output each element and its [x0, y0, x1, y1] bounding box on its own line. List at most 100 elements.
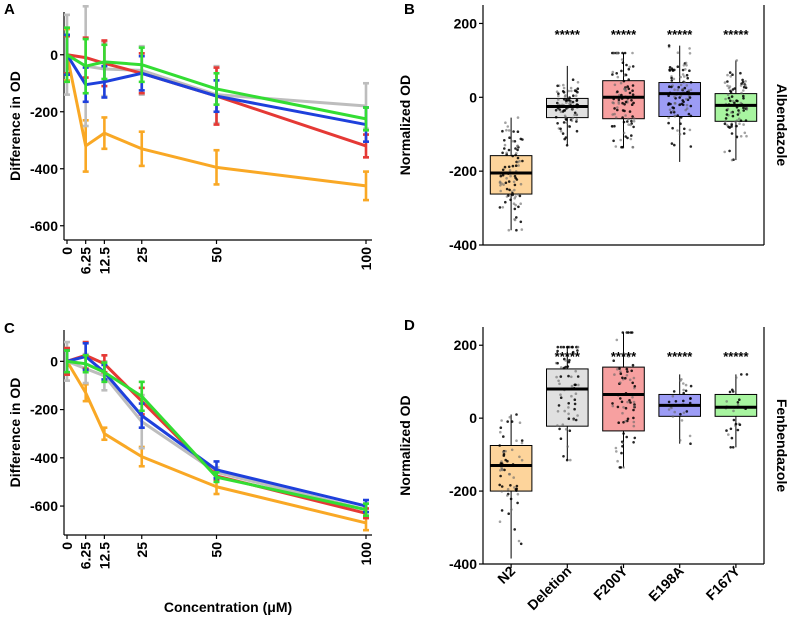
- data-point: [499, 174, 503, 178]
- data-point: [668, 66, 672, 69]
- data-point: [616, 405, 620, 409]
- data-point: [556, 122, 559, 125]
- data-point: [507, 180, 511, 183]
- data-point: [512, 476, 515, 479]
- data-point: [520, 441, 524, 445]
- data-point: [688, 69, 691, 72]
- data-point: [556, 361, 559, 365]
- y-tick-label: 0: [469, 410, 477, 426]
- data-point: [503, 139, 506, 142]
- data-point: [689, 104, 693, 108]
- data-point: [622, 131, 626, 135]
- data-point: [571, 107, 574, 110]
- data-point: [519, 202, 522, 205]
- significance-label: *****: [611, 27, 637, 42]
- box: [602, 80, 645, 120]
- data-point: [622, 466, 625, 469]
- data-point: [624, 114, 627, 117]
- x-category-label: F167Y: [703, 562, 744, 603]
- data-point: [571, 350, 575, 354]
- data-point: [504, 181, 508, 185]
- data-point: [507, 165, 511, 169]
- data-point: [509, 198, 512, 202]
- data-point: [685, 410, 689, 413]
- data-point: [570, 345, 574, 349]
- data-point: [506, 494, 509, 497]
- data-point: [498, 206, 502, 209]
- data-point: [568, 429, 572, 433]
- data-point: [730, 111, 733, 114]
- data-point: [620, 451, 623, 455]
- data-point: [739, 119, 743, 122]
- data-point: [621, 441, 625, 445]
- data-point: [679, 116, 683, 119]
- data-point: [508, 136, 511, 139]
- data-point: [504, 458, 508, 462]
- data-point: [556, 84, 559, 88]
- data-point: [500, 509, 504, 512]
- data-point: [673, 143, 676, 147]
- data-point: [563, 95, 567, 98]
- data-point: [499, 462, 503, 465]
- data-point: [627, 355, 630, 358]
- x-tick-label: 25: [134, 542, 150, 558]
- data-point: [501, 173, 505, 177]
- data-point: [738, 122, 741, 125]
- data-point: [573, 113, 576, 117]
- data-point: [575, 98, 579, 102]
- data-point: [733, 101, 736, 105]
- data-point: [626, 120, 629, 123]
- data-point: [633, 404, 636, 408]
- data-point: [619, 397, 622, 400]
- data-point: [576, 81, 580, 84]
- data-point: [741, 78, 744, 82]
- data-point: [621, 109, 625, 112]
- data-point: [611, 101, 614, 104]
- data-point: [515, 152, 518, 155]
- data-point: [575, 129, 579, 133]
- data-point: [514, 203, 517, 207]
- x-tick-label: 0: [59, 542, 75, 550]
- data-point: [575, 113, 579, 116]
- data-point: [676, 88, 679, 92]
- data-point: [673, 101, 677, 105]
- data-point: [630, 119, 633, 123]
- data-point: [505, 151, 509, 155]
- data-point: [619, 370, 622, 373]
- data-point: [512, 130, 515, 133]
- data-point: [513, 528, 516, 531]
- data-point: [516, 492, 520, 496]
- data-point: [738, 111, 741, 114]
- data-point: [723, 122, 727, 126]
- data-point: [499, 430, 502, 434]
- data-point: [573, 398, 577, 402]
- box-group-n2: [489, 116, 533, 232]
- data-point: [499, 469, 502, 472]
- data-point: [676, 129, 679, 132]
- data-point: [632, 408, 635, 412]
- data-point: [679, 412, 682, 416]
- data-point: [728, 85, 732, 88]
- data-point: [742, 85, 746, 89]
- data-point: [513, 207, 517, 211]
- data-point: [631, 89, 634, 92]
- data-point: [623, 74, 626, 77]
- x-category-label: Deletion: [524, 563, 574, 613]
- data-point: [508, 415, 512, 419]
- data-point: [574, 94, 578, 97]
- data-point: [564, 136, 568, 139]
- box: [658, 82, 701, 118]
- data-point: [745, 108, 749, 111]
- data-point: [633, 385, 637, 388]
- data-point: [511, 139, 515, 143]
- data-point: [502, 183, 505, 186]
- x-category-label: E198A: [645, 563, 687, 605]
- y-tick-label: -400: [449, 556, 477, 572]
- data-point: [632, 420, 636, 424]
- data-point: [516, 156, 520, 160]
- data-point: [621, 116, 624, 119]
- y-tick-label: -200: [449, 483, 477, 499]
- data-point: [565, 121, 568, 125]
